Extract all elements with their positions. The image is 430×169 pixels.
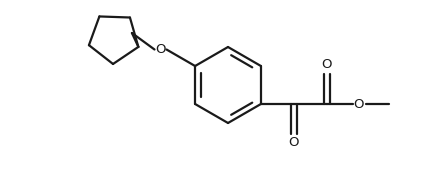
Text: O: O — [353, 98, 364, 111]
Text: O: O — [289, 137, 299, 150]
Text: O: O — [155, 43, 166, 56]
Text: O: O — [322, 58, 332, 71]
